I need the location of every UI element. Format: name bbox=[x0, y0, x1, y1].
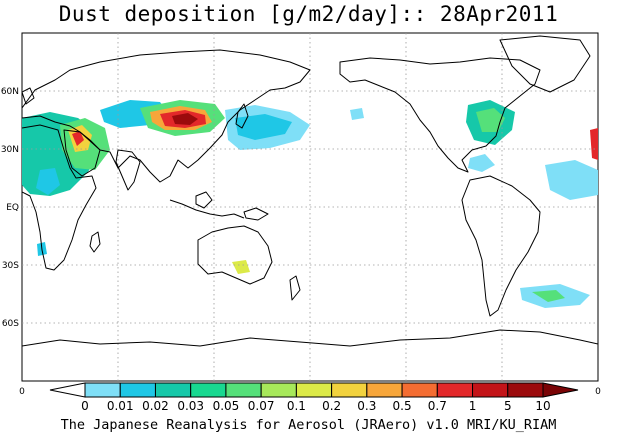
coast-indonesia bbox=[169, 199, 245, 219]
coast-madagascar bbox=[89, 231, 101, 253]
colorbar-tick-label: 10 bbox=[535, 399, 550, 413]
coast-greenland bbox=[499, 35, 591, 93]
colorbar-box bbox=[119, 382, 156, 398]
colorbar-arrow-high bbox=[542, 382, 579, 398]
coast-antarctica bbox=[22, 329, 598, 347]
colorbar-box bbox=[260, 382, 297, 398]
colorbar-tick-label: 0.01 bbox=[107, 399, 134, 413]
colorbar-box bbox=[225, 382, 262, 398]
colorbar-tick-label: 5 bbox=[504, 399, 512, 413]
colorbar-box bbox=[154, 382, 192, 398]
lat-label-30n: 30N bbox=[1, 145, 19, 155]
colorbar-box bbox=[472, 382, 509, 398]
dust-patch-patagonia-inner bbox=[532, 290, 565, 302]
map-title: Dust deposition [g/m2/day]:: 28Apr2011 bbox=[58, 2, 559, 26]
dust-patch-gobi-peak bbox=[172, 113, 198, 125]
colorbar-tick-label: 0.03 bbox=[177, 399, 204, 413]
colorbar: 0 0.01 0.02 0.03 0.05 0.07 0.1 0.2 0.3 0.5 0.7 1 5 10 bbox=[49, 382, 579, 413]
colorbar-box bbox=[366, 382, 403, 398]
dust-patch-northamerica-inner bbox=[476, 108, 505, 132]
dust-patch-westafrica bbox=[590, 128, 598, 160]
coast-newguinea bbox=[243, 207, 269, 221]
lon-label-left: 0 bbox=[19, 387, 25, 397]
colorbar-tick-label: 0.3 bbox=[357, 399, 376, 413]
lat-label-eq: EQ bbox=[6, 203, 19, 213]
colorbar-tick-label: 0.02 bbox=[142, 399, 169, 413]
credit-line: The Japanese Reanalysis for Aerosol (JRA… bbox=[60, 417, 557, 433]
colorbar-tick-label: 0.07 bbox=[248, 399, 275, 413]
colorbar-box bbox=[401, 382, 438, 398]
dust-patch-nearctic bbox=[350, 108, 364, 120]
grid-lines bbox=[22, 33, 598, 381]
coast-japan bbox=[235, 103, 249, 129]
colorbar-tick-label: 0.5 bbox=[393, 399, 412, 413]
coast-india bbox=[115, 149, 141, 191]
coastlines bbox=[22, 35, 598, 347]
coast-northamerica bbox=[339, 57, 541, 173]
colorbar-tick-label: 0.7 bbox=[428, 399, 447, 413]
colorbar-box bbox=[295, 382, 333, 398]
lon-label-right: 0 bbox=[595, 387, 601, 397]
coast-britain bbox=[22, 87, 35, 105]
colorbar-tick-label: 0 bbox=[81, 399, 89, 413]
dust-patch-arabia-peak bbox=[72, 131, 84, 146]
dust-patch-eastafrica bbox=[36, 168, 60, 195]
colorbar-box bbox=[331, 382, 368, 398]
lat-label-60n: 60N bbox=[1, 87, 19, 97]
coast-borneo bbox=[195, 191, 213, 209]
colorbar-box bbox=[436, 382, 474, 398]
colorbar-box bbox=[507, 382, 544, 398]
dust-patch-caribbean bbox=[468, 154, 495, 172]
lat-label-60s: 60S bbox=[2, 319, 19, 329]
coast-arabia bbox=[63, 129, 101, 177]
colorbar-box bbox=[84, 382, 121, 398]
colorbar-tick-label: 0.1 bbox=[287, 399, 306, 413]
colorbar-arrow-low bbox=[49, 382, 86, 398]
colorbar-tick-label: 1 bbox=[469, 399, 477, 413]
dust-patch-atlantic bbox=[545, 160, 598, 200]
colorbar-box bbox=[190, 382, 227, 398]
coast-southamerica bbox=[461, 175, 541, 317]
coast-australia bbox=[197, 225, 273, 285]
coast-newzealand bbox=[289, 275, 301, 301]
colorbar-tick-label: 0.05 bbox=[213, 399, 240, 413]
dust-patch-pacific-plume-inner bbox=[235, 114, 292, 140]
coast-africa bbox=[22, 124, 97, 271]
dust-patch-australia bbox=[232, 260, 250, 274]
lat-label-30s: 30S bbox=[2, 261, 19, 271]
map-area bbox=[22, 33, 598, 381]
colorbar-tick-label: 0.2 bbox=[322, 399, 341, 413]
